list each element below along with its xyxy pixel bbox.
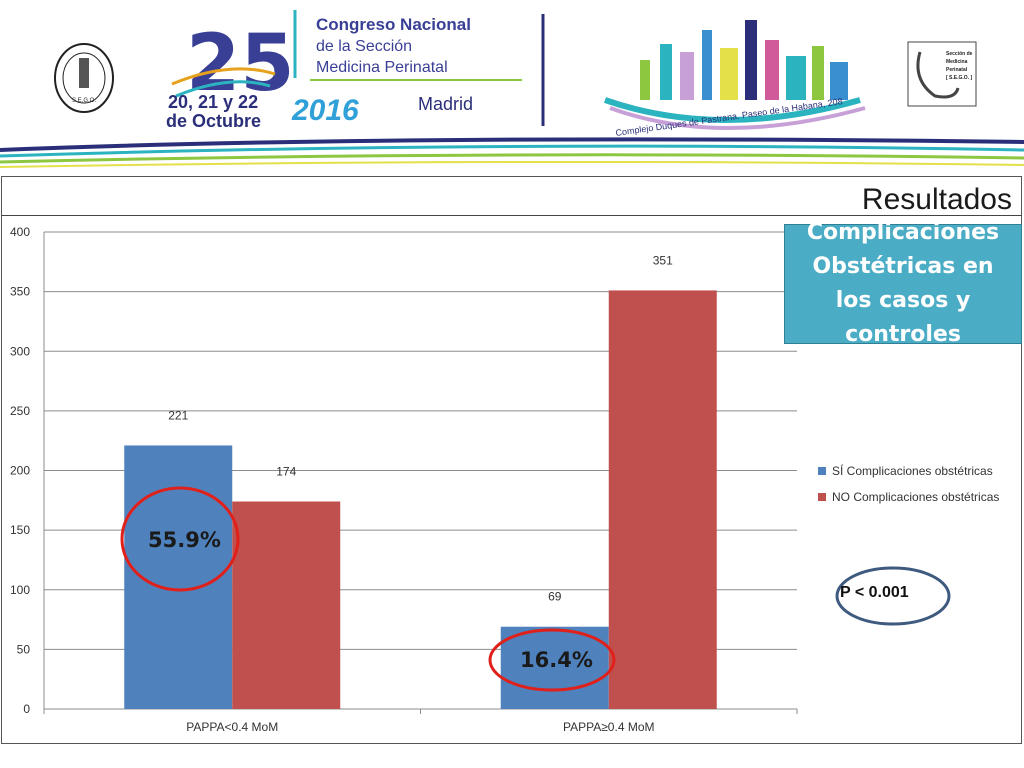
- header-graphics: S.E.G.O. 25 Congreso Nacional de la Secc…: [0, 10, 1024, 168]
- highlight-circle-2: [488, 628, 616, 692]
- logo-line3: Perinatal: [946, 67, 968, 73]
- callout-box: Complicaciones Obstétricas en los casos …: [784, 220, 1022, 347]
- logo-line4: [ S.E.G.O. ]: [946, 75, 972, 81]
- slide-frame: [1, 176, 1022, 744]
- title-divider: [1, 215, 1022, 216]
- madrid-skyline-graphic: [604, 20, 866, 130]
- y-tick-label-350: 350: [10, 285, 30, 299]
- event-dates-line2: de Octubre: [166, 111, 261, 131]
- event-number: 25: [186, 19, 295, 109]
- event-name-line1: Congreso Nacional: [316, 15, 471, 34]
- slide-title: Resultados: [861, 183, 1012, 216]
- percent-label-1: 55.9%: [148, 528, 221, 552]
- legend-label-yes: SÍ Complicaciones obstétricas: [832, 464, 993, 478]
- seccion-medicina-perinatal-logo: Sección de Medicina Perinatal [ S.E.G.O.…: [907, 41, 977, 107]
- legend-swatch-yes: [818, 467, 826, 475]
- event-dates-line1: 20, 21 y 22: [168, 92, 258, 112]
- y-tick-label-300: 300: [10, 344, 30, 358]
- congress-header: S.E.G.O. 25 Congreso Nacional de la Secc…: [0, 0, 1024, 172]
- event-name-line2: de la Sección: [316, 38, 412, 55]
- percent-label-2: 16.4%: [520, 648, 593, 672]
- event-year: 2016: [291, 94, 359, 127]
- bar-yes-2: [500, 626, 609, 709]
- y-tick-label-200: 200: [10, 464, 30, 478]
- seal-text: S.E.G.O.: [72, 98, 96, 104]
- x-category-label-1: PAPPA<0.4 MoM: [186, 720, 278, 734]
- event-name-line3: Medicina Perinatal: [316, 59, 448, 76]
- legend-item-yes: SÍ Complicaciones obstétricas: [818, 458, 999, 484]
- p-value-label: P < 0.001: [840, 584, 909, 601]
- x-category-label-2: PAPPA≥0.4 MoM: [563, 720, 655, 734]
- logo-line2: Medicina: [946, 59, 968, 65]
- data-label-no-1: 174: [276, 465, 296, 479]
- y-tick-label-250: 250: [10, 404, 30, 418]
- legend-swatch-no: [818, 493, 826, 501]
- data-label-yes-2: 69: [548, 590, 562, 604]
- y-tick-label-100: 100: [10, 583, 30, 597]
- sego-seal-logo: S.E.G.O.: [54, 43, 114, 113]
- highlight-circle-1: [120, 486, 240, 592]
- y-tick-label-0: 0: [23, 702, 30, 716]
- y-tick-label-150: 150: [10, 523, 30, 537]
- legend-label-no: NO Complicaciones obstétricas: [832, 490, 1000, 504]
- p-value-circle: [835, 566, 951, 626]
- bar-no-1: [232, 501, 341, 709]
- y-tick-label-50: 50: [17, 642, 31, 656]
- callout-text: Complicaciones Obstétricas en los casos …: [806, 220, 1000, 347]
- data-label-no-2: 351: [653, 253, 673, 267]
- legend-item-no: NO Complicaciones obstétricas: [818, 484, 999, 510]
- data-label-yes-1: 221: [168, 408, 188, 422]
- logo-line1: Sección de: [946, 51, 973, 57]
- chart-legend: SÍ Complicaciones obstétricas NO Complic…: [818, 458, 999, 510]
- event-city: Madrid: [418, 94, 473, 114]
- y-tick-label-400: 400: [10, 225, 30, 239]
- bar-no-2: [608, 290, 717, 709]
